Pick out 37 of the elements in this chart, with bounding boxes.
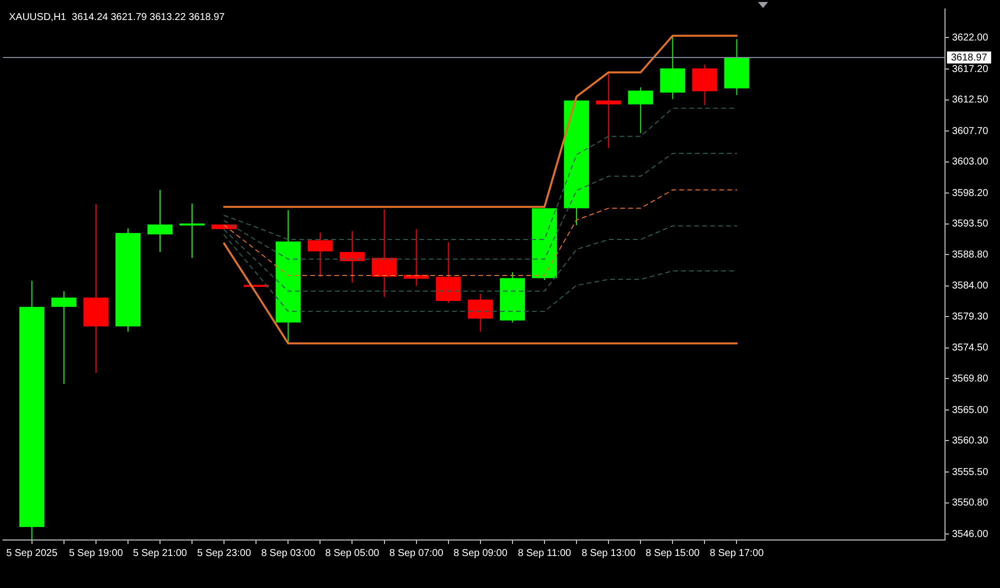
y-tick-label: 3574.50 — [952, 342, 989, 354]
x-tick-label: 8 Sep 17:00 — [710, 548, 764, 559]
candlestick — [180, 203, 205, 258]
x-tick-label: 8 Sep 13:00 — [582, 548, 636, 559]
y-tick-label: 3607.70 — [952, 126, 989, 137]
line-series — [224, 225, 738, 292]
y-tick-label: 3565.00 — [952, 404, 989, 416]
x-tick-label: 8 Sep 11:00 — [518, 548, 572, 559]
line-series — [224, 152, 738, 260]
line-series — [224, 189, 738, 276]
y-tick-label: 3588.80 — [952, 249, 989, 260]
y-tick-label: 3569.80 — [952, 373, 989, 384]
x-tick-label: 8 Sep 07:00 — [389, 548, 444, 559]
y-tick-label: 3584.00 — [952, 280, 989, 292]
x-tick-label: 8 Sep 15:00 — [646, 548, 700, 559]
y-tick-label: 3560.30 — [952, 435, 989, 446]
y-tick-label: 3579.30 — [952, 311, 989, 322]
y-tick-label: 3612.50 — [952, 94, 989, 106]
x-tick-label: 5 Sep 23:00 — [197, 548, 252, 559]
ref-line-label: 3618.97 — [951, 52, 988, 64]
x-tick-label: 8 Sep 05:00 — [325, 548, 380, 559]
chart-title: XAUUSD,H1 3614.24 3621.79 3613.22 3618.97 — [9, 12, 226, 23]
y-tick-label: 3593.50 — [952, 218, 989, 230]
candlestick — [596, 73, 622, 149]
x-tick-label: 8 Sep 03:00 — [261, 548, 316, 559]
y-tick-label: 3546.00 — [952, 528, 989, 540]
x-tick-label: 5 Sep 2025 — [6, 548, 58, 559]
candlestick — [51, 290, 76, 384]
x-tick-label: 5 Sep 19:00 — [68, 548, 124, 559]
y-tick-label: 3603.00 — [952, 156, 989, 168]
x-tick-label: 8 Sep 09:00 — [453, 548, 508, 559]
y-tick-label: 3617.20 — [952, 64, 989, 75]
y-tick-label: 3622.00 — [952, 32, 989, 44]
y-tick-label: 3598.20 — [952, 188, 989, 199]
y-tick-label: 3555.50 — [952, 466, 989, 478]
y-tick-label: 3550.80 — [952, 498, 989, 509]
x-tick-label: 5 Sep 21:00 — [133, 548, 188, 559]
